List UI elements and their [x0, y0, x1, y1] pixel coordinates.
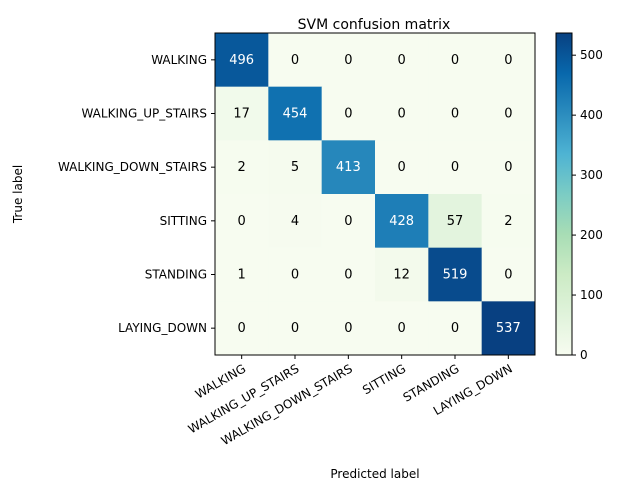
- matrix-cell: [215, 247, 269, 302]
- matrix-cell: [321, 247, 376, 302]
- cell-value-label: 0: [398, 107, 406, 122]
- matrix-cell: [321, 33, 376, 88]
- cell-value-label: 2: [504, 214, 512, 229]
- cell-value-label: 0: [344, 268, 352, 283]
- colorbar-ticks: 0 100 200 300 400 500: [572, 48, 603, 362]
- cell-value-label: 57: [447, 214, 464, 229]
- matrix-cell: [375, 86, 429, 141]
- cell-value-label: 0: [504, 160, 512, 175]
- colorbar-tick-label: 200: [580, 228, 603, 242]
- matrix-cell: [481, 247, 536, 302]
- y-axis-label: True label: [11, 165, 25, 224]
- y-tick-label: WALKING: [151, 53, 207, 67]
- chart-title: SVM confusion matrix: [298, 17, 451, 33]
- matrix-cell: [321, 194, 376, 249]
- cell-value-label: 0: [344, 107, 352, 122]
- matrix-cells: [215, 33, 536, 356]
- cell-value-label: 0: [398, 321, 406, 336]
- matrix-cell: [428, 33, 483, 88]
- cell-value-label: 519: [443, 268, 468, 283]
- cell-value-label: 496: [229, 53, 254, 68]
- cell-value-label: 5: [291, 160, 299, 175]
- y-axis-ticks: WALKING WALKING_UP_STAIRS WALKING_DOWN_STA…: [58, 53, 215, 335]
- matrix-cell: [375, 247, 429, 302]
- cell-value-label: 12: [393, 268, 410, 283]
- matrix-cell: [268, 194, 323, 249]
- cell-value-label: 4: [291, 214, 299, 229]
- cell-value-label: 428: [389, 214, 414, 229]
- cell-value-label: 0: [504, 53, 512, 68]
- matrix-cell: [215, 301, 269, 356]
- matrix-cell: [481, 301, 536, 356]
- matrix-cell: [428, 86, 483, 141]
- matrix-cell: [215, 140, 269, 195]
- matrix-cell: [428, 194, 483, 249]
- cell-value-label: 454: [283, 107, 308, 122]
- y-tick-label: STANDING: [145, 268, 207, 282]
- cell-value-label: 17: [233, 107, 250, 122]
- matrix-cell-labels: 496 0 0 0 0 0 17 454 0 0 0 0 2 5 413 0 0 0 0 4 0 428 57 2 1 0 0 12 5…: [229, 53, 520, 336]
- cell-value-label: 0: [398, 53, 406, 68]
- matrix-cell: [375, 140, 429, 195]
- cell-value-label: 0: [504, 107, 512, 122]
- cell-value-label: 413: [336, 160, 361, 175]
- matrix-cell: [428, 140, 483, 195]
- colorbar-tick-label: 400: [580, 108, 603, 122]
- matrix-cell: [481, 140, 536, 195]
- matrix-cell: [215, 33, 269, 88]
- colorbar: [555, 32, 573, 356]
- cell-value-label: 0: [344, 214, 352, 229]
- cell-value-label: 0: [344, 321, 352, 336]
- matrix-cell: [428, 247, 483, 302]
- cell-value-label: 1: [238, 268, 246, 283]
- colorbar-tick-label: 300: [580, 168, 603, 182]
- matrix-cell: [375, 33, 429, 88]
- x-axis-label: Predicted label: [330, 467, 419, 480]
- matrix-cell: [215, 86, 269, 141]
- cell-value-label: 0: [291, 321, 299, 336]
- colorbar-tick-label: 0: [580, 348, 588, 362]
- cell-value-label: 0: [451, 53, 459, 68]
- cell-value-label: 0: [398, 160, 406, 175]
- matrix-cell: [321, 301, 376, 356]
- y-tick-label: SITTING: [160, 214, 207, 228]
- matrix-cell: [481, 194, 536, 249]
- cell-value-label: 2: [238, 160, 246, 175]
- cell-value-label: 0: [238, 321, 246, 336]
- y-tick-label: WALKING_DOWN_STAIRS: [58, 160, 207, 174]
- matrix-cell: [481, 86, 536, 141]
- x-axis-ticks: WALKINGWALKING_UP_STAIRSWALKING_DOWN_STA…: [186, 355, 515, 448]
- plot-frame: [214, 32, 536, 356]
- cell-value-label: 537: [496, 321, 521, 336]
- cell-value-label: 0: [291, 53, 299, 68]
- matrix-cell: [428, 301, 483, 356]
- cell-value-label: 0: [451, 321, 459, 336]
- colorbar-tick-label: 100: [580, 288, 603, 302]
- matrix-cell: [268, 86, 323, 141]
- y-tick-label: LAYING_DOWN: [118, 321, 207, 335]
- matrix-cell: [375, 194, 429, 249]
- cell-value-label: 0: [344, 53, 352, 68]
- matrix-cell: [268, 33, 323, 88]
- cell-value-label: 0: [451, 107, 459, 122]
- cell-value-label: 0: [504, 268, 512, 283]
- matrix-cell: [321, 140, 376, 195]
- matrix-cell: [375, 301, 429, 356]
- colorbar-tick-label: 500: [580, 48, 603, 62]
- matrix-cell: [268, 247, 323, 302]
- matrix-cell: [481, 33, 536, 88]
- matrix-cell: [321, 86, 376, 141]
- cell-value-label: 0: [238, 214, 246, 229]
- matrix-cell: [268, 140, 323, 195]
- matrix-cell: [215, 194, 269, 249]
- y-tick-label: WALKING_UP_STAIRS: [81, 107, 207, 121]
- cell-value-label: 0: [291, 268, 299, 283]
- matrix-cell: [268, 301, 323, 356]
- cell-value-label: 0: [451, 160, 459, 175]
